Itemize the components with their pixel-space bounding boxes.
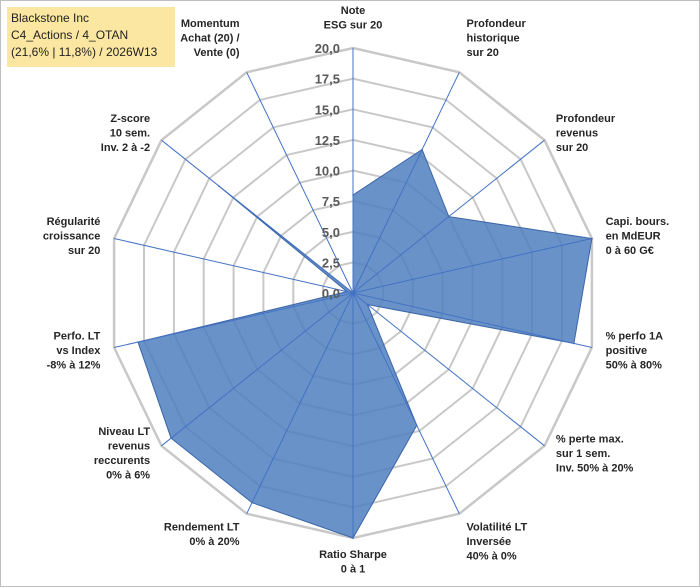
axis-spoke [246,72,354,294]
axis-label-line: 0% à 6% [106,470,150,482]
tick-label: 20,0 [315,41,340,56]
axis-spoke [352,292,460,514]
axis-label: Profondeur historique sur 20 [467,18,527,59]
axis-label: Rendement LT 0% à 20% [164,522,240,549]
axis-label-line: Momentum [181,18,240,30]
title-stats: (21,6% | 11,8%) / 2026W13 [11,45,158,59]
axis-spoke [352,72,460,294]
axis-label-line: ESG sur 20 [324,20,383,32]
axis-spoke [352,139,545,294]
axis-label-line: Ratio Sharpe [319,549,387,561]
axis-label-line: Profondeur [556,113,616,125]
axis-label-line: sur 20 [68,245,100,257]
axis-label-line: sur 20 [467,47,499,59]
axis-spoke [113,238,354,294]
axis-label-line: historique [467,33,520,45]
spoke-layer [113,48,593,538]
axis-label: % perte max. sur 1 sem. Inv. 50% à 20% [556,434,634,475]
series-area [137,148,593,539]
tick-label: 10,0 [315,164,340,179]
axis-label-line: Z-score [110,113,150,125]
axis-label: Note ESG sur 20 [324,5,383,32]
axis-label-line: 0 à 60 G€ [606,245,654,257]
axis-spoke [352,292,545,447]
axis-label-line: % perte max. [556,434,624,446]
axis-spoke [161,139,354,294]
axis-label: Niveau LT revenus reccurents 0% à 6% [94,426,151,482]
axis-label-line: vs Index [56,345,101,357]
axis-label-line: Achat (20) / [180,33,239,45]
axis-label-line: Perfo. LT [54,330,101,342]
tick-label: 0,0 [322,286,340,301]
axis-label-line: positive [606,345,648,357]
axis-label: Ratio Sharpe 0 à 1 [319,549,387,576]
tick-label: 5,0 [322,225,340,240]
axis-label-line: en MdEUR [606,231,661,243]
axis-label-line: Vente (0) [194,47,240,59]
axis-label: Régularité croissance sur 20 [43,216,100,257]
axis-label-line: 0% à 20% [189,536,239,548]
axis-label-line: 10 sem. [110,128,150,140]
axis-label-line: croissance [43,231,100,243]
axis-label: Volatilité LT Inversée 40% à 0% [467,522,528,563]
axis-label-line: 50% à 80% [606,359,662,371]
axis-label-layer: Note ESG sur 20 Profondeur historique sur 20… [43,5,669,576]
axis-label-line: Inv. 2 à -2 [101,142,150,154]
axis-label-line: % perfo 1A [606,330,664,342]
axis-label-line: Régularité [47,216,101,228]
axis-label: Capi. bours. en MdEUR 0 à 60 G€ [606,216,670,257]
axis-spoke [161,292,354,447]
axis-label-line: 0 à 1 [341,564,365,576]
tick-label: 2,5 [322,255,340,270]
axis-spoke [113,292,354,348]
tick-label: 12,5 [315,133,340,148]
axis-label-line: Rendement LT [164,522,240,534]
axis-label-line: Inversée [467,536,512,548]
axis-label-line: Volatilité LT [467,522,528,534]
axis-label-line: sur 20 [556,142,588,154]
chart-title-box: Blackstone Inc C4_Actions / 4_OTAN (21,6… [7,7,175,67]
axis-label-line: Note [341,5,365,17]
title-category: C4_Actions / 4_OTAN [11,28,129,42]
axis-label: % perfo 1A positive 50% à 80% [606,330,664,371]
axis-label-line: 40% à 0% [467,551,517,563]
axis-label-line: Niveau LT [98,426,150,438]
tick-label-layer: 0,0 2,5 5,0 7,5 10,0 12,5 15,0 17,5 20,0 [315,41,340,301]
axis-spoke [246,292,354,514]
axis-spoke [352,292,593,348]
axis-label: Profondeur revenus sur 20 [556,113,616,154]
axis-label-line: -8% à 12% [47,359,101,371]
axis-label-line: revenus [108,441,150,453]
axis-label: Perfo. LT vs Index -8% à 12% [47,330,102,371]
tick-label: 15,0 [315,102,340,117]
axis-label-line: revenus [556,128,598,140]
axis-label: Momentum Achat (20) / Vente (0) [180,18,240,59]
tick-label: 7,5 [322,194,340,209]
axis-label-line: sur 1 sem. [556,448,610,460]
axis-label-line: Profondeur [467,18,527,30]
axis-label-line: reccurents [94,455,150,467]
tick-label: 17,5 [315,72,340,87]
title-company: Blackstone Inc [11,11,90,25]
axis-label-line: Capi. bours. [606,216,670,228]
axis-spoke [352,238,593,294]
axis-label-line: Inv. 50% à 20% [556,463,634,475]
axis-label: Z-score 10 sem. Inv. 2 à -2 [101,113,150,154]
